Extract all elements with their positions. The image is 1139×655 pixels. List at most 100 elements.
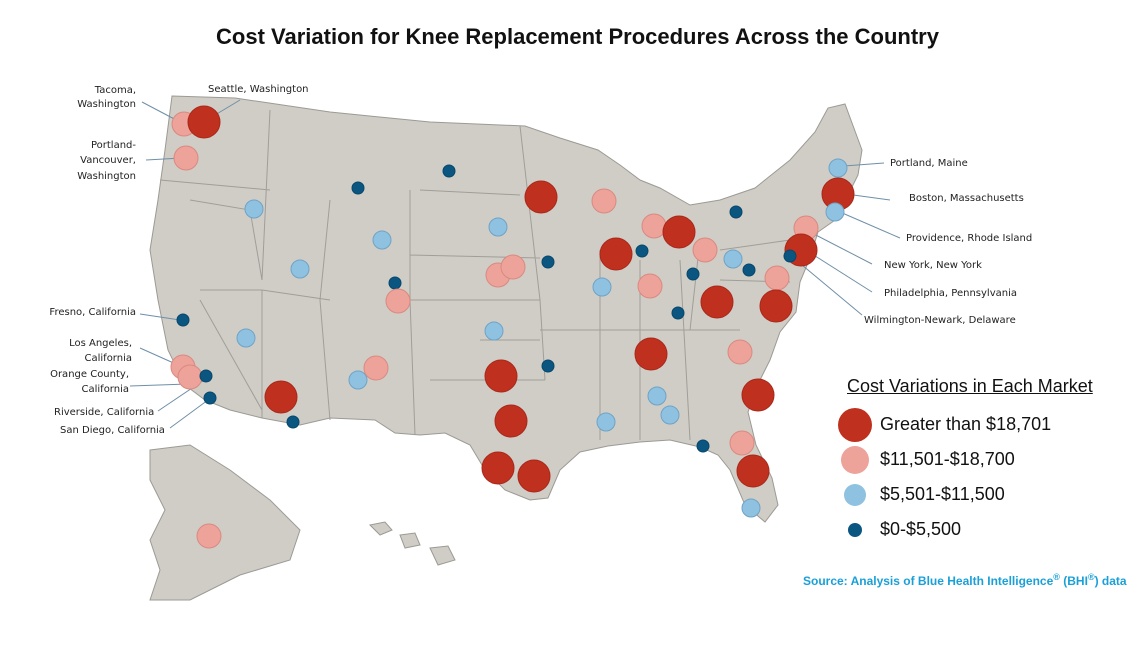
label-portland-2: Vancouver, — [80, 155, 136, 166]
label-new-york: New York, New York — [884, 260, 982, 271]
source-suffix: ) data — [1094, 574, 1127, 588]
legend-item-11501-18700: $11,501-$18,700 — [830, 442, 1093, 477]
market-marker[interactable] — [484, 321, 504, 341]
market-labels: Tacoma, Washington Seattle, Washington P… — [49, 84, 1032, 436]
legend-label: $5,501-$11,500 — [880, 484, 1005, 504]
registered-mark: ® — [1053, 572, 1060, 582]
pink-circle-icon — [841, 445, 869, 474]
marker-wilmington[interactable] — [783, 249, 797, 263]
market-marker[interactable] — [729, 430, 755, 456]
market-marker[interactable] — [592, 277, 612, 297]
alaska — [149, 444, 301, 601]
label-la-1: Los Angeles, — [69, 338, 132, 349]
label-portland-maine: Portland, Maine — [890, 158, 968, 169]
market-marker[interactable] — [723, 249, 743, 269]
legend-item-0-5500: $0-$5,500 — [830, 512, 1093, 547]
market-marker[interactable] — [541, 359, 555, 373]
market-marker[interactable] — [442, 164, 456, 178]
marker-providence[interactable] — [825, 202, 845, 222]
market-marker[interactable] — [484, 359, 518, 393]
legend-label: $11,501-$18,700 — [880, 449, 1015, 469]
market-marker[interactable] — [692, 237, 718, 263]
label-san-diego: San Diego, California — [60, 425, 165, 436]
label-providence: Providence, Rhode Island — [906, 233, 1032, 244]
market-marker[interactable] — [736, 454, 770, 488]
hawaii — [368, 521, 456, 566]
market-marker[interactable] — [637, 273, 663, 299]
market-marker[interactable] — [662, 215, 696, 249]
label-seattle: Seattle, Washington — [208, 84, 309, 95]
market-marker[interactable] — [742, 263, 756, 277]
market-marker[interactable] — [671, 306, 685, 320]
label-la-2: California — [85, 353, 133, 364]
market-marker[interactable] — [729, 205, 743, 219]
marker-orange-county[interactable] — [177, 364, 203, 390]
source-note: Source: Analysis of Blue Health Intellig… — [803, 572, 1127, 588]
market-marker[interactable] — [599, 237, 633, 271]
market-marker[interactable] — [541, 255, 555, 269]
marker-riverside[interactable] — [199, 369, 213, 383]
market-marker[interactable] — [635, 244, 649, 258]
large-red-circle-icon — [838, 407, 872, 442]
map-title: Cost Variation for Knee Replacement Proc… — [216, 24, 939, 49]
market-marker[interactable] — [517, 459, 551, 493]
market-marker[interactable] — [686, 267, 700, 281]
marker-san-diego[interactable] — [203, 391, 217, 405]
market-marker[interactable] — [348, 370, 368, 390]
label-portland-1: Portland- — [91, 140, 136, 151]
market-marker[interactable] — [385, 288, 411, 314]
market-marker-alaska[interactable] — [196, 523, 222, 549]
source-prefix: Source: Analysis of Blue Health Intellig… — [803, 574, 1054, 588]
legend-title: Cost Variations in Each Market — [847, 376, 1093, 396]
market-marker[interactable] — [372, 230, 392, 250]
market-marker[interactable] — [634, 337, 668, 371]
market-marker[interactable] — [660, 405, 680, 425]
label-tacoma-2: Washington — [77, 99, 136, 110]
market-marker[interactable] — [363, 355, 389, 381]
market-marker[interactable] — [727, 339, 753, 365]
label-wilmington: Wilmington-Newark, Delaware — [864, 315, 1016, 326]
contiguous-us — [149, 95, 863, 523]
market-marker[interactable] — [700, 285, 734, 319]
dark-blue-dot-icon — [848, 522, 862, 537]
marker-seattle[interactable] — [187, 105, 221, 139]
market-marker[interactable] — [764, 265, 790, 291]
marker-portland-maine[interactable] — [828, 158, 848, 178]
market-marker[interactable] — [481, 451, 515, 485]
market-marker[interactable] — [388, 276, 402, 290]
legend-item-greater-18701: Greater than $18,701 — [830, 407, 1093, 442]
market-marker[interactable] — [524, 180, 558, 214]
label-portland-3: Washington — [77, 171, 136, 182]
label-riverside: Riverside, California — [54, 407, 154, 418]
market-marker[interactable] — [596, 412, 616, 432]
market-marker[interactable] — [500, 254, 526, 280]
us-landmass — [149, 95, 863, 601]
label-orange-1: Orange County, — [50, 369, 129, 380]
market-marker[interactable] — [641, 213, 667, 239]
light-blue-circle-icon — [844, 483, 866, 506]
marker-portland-vancouver[interactable] — [173, 145, 199, 171]
market-marker[interactable] — [494, 404, 528, 438]
market-marker[interactable] — [696, 439, 710, 453]
market-marker[interactable] — [741, 378, 775, 412]
market-marker[interactable] — [351, 181, 365, 195]
marker-fresno[interactable] — [176, 313, 190, 327]
market-marker[interactable] — [290, 259, 310, 279]
label-tacoma-1: Tacoma, — [94, 85, 136, 96]
market-marker[interactable] — [286, 415, 300, 429]
market-marker[interactable] — [759, 289, 793, 323]
market-marker[interactable] — [647, 386, 667, 406]
market-marker[interactable] — [244, 199, 264, 219]
registered-mark: ® — [1087, 572, 1095, 582]
market-marker[interactable] — [591, 188, 617, 214]
label-philadelphia: Philadelphia, Pennsylvania — [884, 288, 1017, 299]
legend-label: $0-$5,500 — [880, 519, 962, 539]
market-marker[interactable] — [264, 380, 298, 414]
legend-label: Greater than $18,701 — [880, 414, 1052, 434]
source-mid: (BHI — [1059, 574, 1088, 588]
label-orange-2: California — [82, 384, 130, 395]
market-marker[interactable] — [236, 328, 256, 348]
market-marker[interactable] — [741, 498, 761, 518]
market-marker[interactable] — [488, 217, 508, 237]
